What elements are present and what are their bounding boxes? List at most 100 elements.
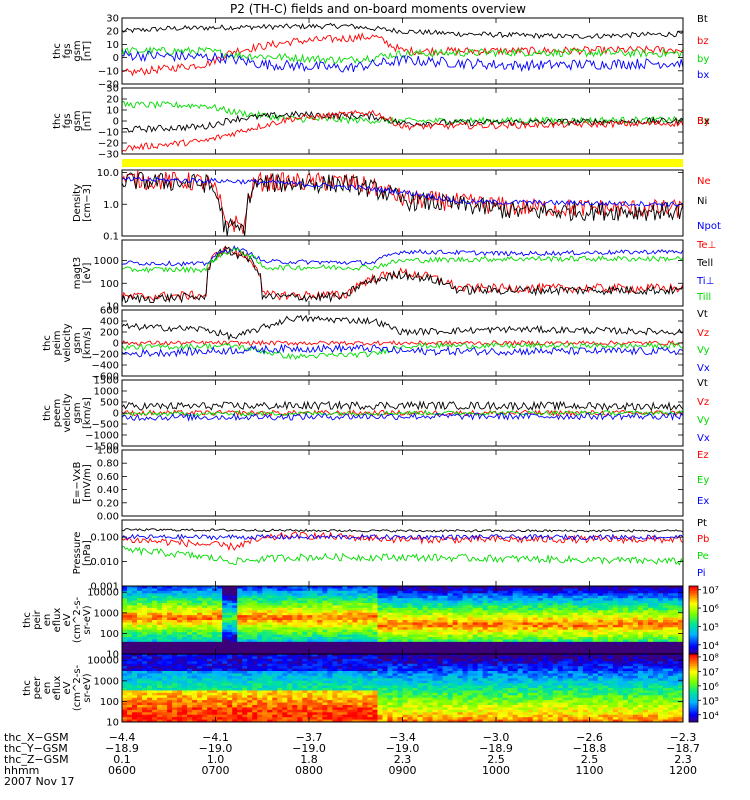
heatmap-cell (567, 627, 574, 631)
heatmap-cell (187, 593, 193, 597)
heatmap-cell (457, 649, 464, 652)
y-tick-label: 0.80 (97, 459, 119, 470)
heatmap-cell (497, 598, 504, 601)
heatmap-cell (227, 634, 233, 638)
heatmap-cell (642, 615, 649, 618)
heatmap-cell (317, 666, 323, 669)
colorbar-cell (689, 621, 698, 624)
heatmap-cell (357, 598, 363, 601)
heatmap-cell (562, 620, 569, 623)
heatmap-cell (302, 714, 308, 718)
heatmap-cell (302, 617, 308, 621)
heatmap-cell (237, 692, 243, 696)
heatmap-cell (412, 590, 418, 594)
heatmap-cell (167, 712, 173, 716)
heatmap-cell (322, 692, 328, 696)
heatmap-cell (132, 651, 138, 655)
heatmap-cell (292, 617, 298, 621)
heatmap-cell (672, 617, 679, 621)
legend-by: By (697, 116, 710, 127)
heatmap-cell (312, 661, 318, 665)
heatmap-cell (297, 637, 303, 640)
heatmap-cell (497, 629, 504, 633)
heatmap-cell (392, 644, 398, 648)
heatmap-cell (357, 702, 363, 706)
colorbar-cell (689, 631, 698, 634)
heatmap-cell (167, 639, 173, 643)
heatmap-cell (332, 617, 338, 621)
heatmap-cell (377, 595, 383, 599)
heatmap-cell (142, 646, 148, 650)
heatmap-cell (667, 607, 674, 611)
heatmap-cell (192, 615, 198, 618)
heatmap-cell (452, 651, 458, 655)
heatmap-cell (167, 624, 173, 628)
colorbar-cell (689, 637, 698, 639)
legend-ez: Ez (697, 450, 709, 461)
heatmap-cell (417, 649, 423, 652)
heatmap-cell (347, 661, 353, 665)
heatmap-cell (192, 586, 198, 589)
heatmap-cell (287, 654, 293, 657)
heatmap-cell (312, 622, 318, 626)
heatmap-cell (202, 656, 208, 660)
heatmap-cell (327, 668, 333, 672)
heatmap-cell (362, 639, 368, 643)
y-tick-label: 20 (106, 95, 119, 106)
heatmap-cell (582, 627, 589, 631)
heatmap-cell (257, 697, 263, 701)
heatmap-cell (457, 651, 464, 655)
heatmap-cell (502, 634, 509, 638)
heatmap-cell (507, 639, 514, 643)
heatmap-cell (337, 695, 343, 699)
heatmap-cell (262, 656, 268, 660)
heatmap-cell (122, 615, 128, 618)
heatmap-cell (552, 624, 559, 628)
heatmap-cell (372, 702, 378, 706)
heatmap-cell (217, 707, 223, 711)
heatmap-cell (272, 705, 278, 708)
heatmap-cell (337, 673, 343, 677)
heatmap-cell (677, 620, 684, 623)
heatmap-cell (467, 600, 474, 604)
heatmap-cell (147, 700, 153, 703)
heatmap-cell (292, 656, 298, 660)
heatmap-cell (227, 654, 233, 657)
heatmap-cell (337, 639, 343, 643)
heatmap-cell (152, 666, 158, 669)
heatmap-cell (387, 593, 393, 597)
heatmap-cell (332, 588, 338, 592)
heatmap-cell (362, 719, 368, 723)
heatmap-cell (182, 620, 188, 623)
heatmap-cell (502, 590, 509, 594)
heatmap-cell (302, 712, 308, 716)
heatmap-cell (287, 707, 293, 711)
heatmap-cell (377, 634, 383, 638)
heatmap-cell (632, 629, 639, 633)
heatmap-cell (512, 593, 519, 597)
heatmap-cell (122, 639, 128, 643)
heatmap-cell (412, 629, 418, 633)
colorbar-cell (689, 599, 698, 602)
heatmap-cell (352, 680, 358, 684)
heatmap-cell (622, 634, 629, 638)
heatmap-cell (292, 719, 298, 723)
heatmap-cell (417, 612, 423, 616)
heatmap-cell (677, 649, 684, 652)
heatmap-cell (562, 607, 569, 611)
heatmap-cell (422, 612, 428, 616)
heatmap-cell (162, 658, 168, 662)
heatmap-cell (262, 663, 268, 667)
heatmap-cell (477, 634, 484, 638)
heatmap-cell (247, 719, 253, 723)
heatmap-cell (377, 671, 383, 674)
heatmap-cell (192, 590, 198, 594)
heatmap-cell (622, 651, 629, 655)
heatmap-cell (277, 641, 283, 645)
heatmap-cell (157, 615, 163, 618)
heatmap-cell (647, 629, 654, 633)
heatmap-cell (342, 629, 348, 633)
heatmap-cell (662, 620, 669, 623)
heatmap-cell (432, 586, 438, 589)
heatmap-cell (162, 639, 168, 643)
